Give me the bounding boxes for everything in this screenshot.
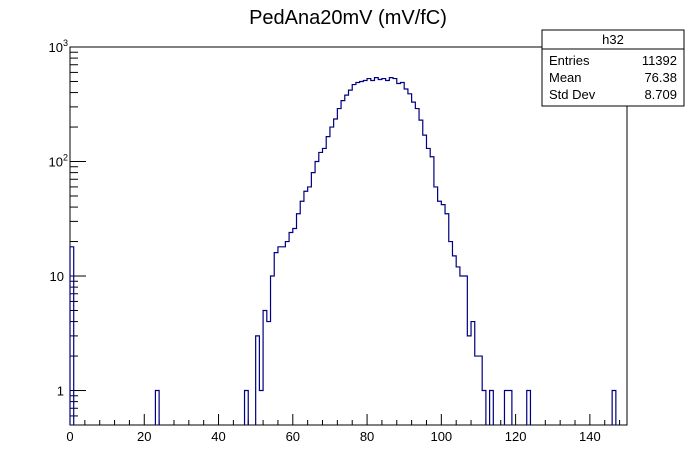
histogram-bin [445, 214, 449, 425]
histogram-bin [274, 253, 278, 425]
y-tick-label: 1 [57, 384, 64, 399]
histogram-bin [356, 82, 360, 425]
histogram-bin [363, 80, 367, 425]
stats-entries-label: Entries [549, 53, 590, 68]
stats-box: h32 Entries 11392 Mean 76.38 Std Dev 8.7… [541, 29, 685, 107]
x-tick-label: 0 [66, 429, 73, 444]
histogram-bin [300, 201, 304, 425]
y-tick-label: 102 [49, 153, 68, 170]
histogram-bin [412, 102, 416, 425]
histogram-bin [259, 391, 263, 425]
histogram-bin [397, 84, 401, 425]
histogram-bins [70, 78, 616, 425]
histogram-bin [319, 152, 323, 425]
histogram-bin [415, 109, 419, 425]
histogram-bin [389, 78, 393, 425]
histogram-bin [393, 79, 397, 425]
histogram-bin [449, 242, 453, 425]
x-axis: 0 20 40 60 80 100 120 140 [66, 414, 621, 444]
stats-entries-value: 11392 [642, 53, 677, 68]
x-tick-label: 100 [430, 429, 452, 444]
x-tick-label: 80 [360, 429, 374, 444]
histogram-bin [304, 191, 308, 425]
histogram-bin [460, 276, 464, 425]
histogram-bin [475, 356, 479, 425]
stats-stddev-label: Std Dev [549, 87, 596, 102]
stats-mean-label: Mean [549, 70, 582, 85]
histogram-bin [382, 79, 386, 425]
histogram-bin [308, 187, 312, 425]
plot-frame [69, 46, 628, 426]
histogram-bin [430, 157, 434, 425]
histogram-bin [386, 80, 390, 425]
chart-title: PedAna20mV (mV/fC) [249, 7, 447, 29]
histogram-bin [282, 247, 286, 425]
histogram-bin [334, 119, 338, 425]
histogram-bin [408, 94, 412, 425]
histogram-bin [456, 267, 460, 425]
histogram-bin [426, 148, 430, 425]
histogram-bin [378, 80, 382, 425]
histogram-bin [404, 89, 408, 425]
histogram-bin [400, 82, 404, 425]
histogram-outline [69, 77, 617, 425]
y-axis: 1 10 102 103 [49, 38, 86, 426]
y-tick-label: 10 [50, 269, 64, 284]
histogram-bin [285, 242, 289, 425]
stats-mean-value: 76.38 [644, 70, 677, 85]
x-tick-label: 60 [286, 429, 300, 444]
histogram-bin [341, 101, 345, 425]
histogram-bin [289, 232, 293, 425]
y-tick-label: 103 [49, 38, 68, 55]
histogram-bin [467, 336, 471, 425]
stats-box-frame [541, 29, 685, 107]
histogram-bin [438, 201, 442, 425]
histogram-bin [441, 205, 445, 425]
histogram-bin [423, 135, 427, 425]
x-tick-label: 40 [211, 429, 225, 444]
histogram-bin [337, 109, 341, 425]
histogram-bin [349, 90, 353, 425]
histogram-bin [278, 247, 282, 425]
x-tick-label: 120 [505, 429, 527, 444]
histogram-bin [311, 173, 315, 425]
histogram-bin [330, 127, 334, 425]
histogram-bin [371, 80, 375, 425]
histogram-bin [452, 256, 456, 425]
x-tick-label: 140 [579, 429, 601, 444]
stats-stddev-value: 8.709 [644, 87, 677, 102]
histogram-bin [345, 95, 349, 425]
histogram-bin [367, 79, 371, 425]
histogram-bin [297, 214, 301, 425]
histogram-bin [315, 162, 319, 425]
histogram-bin [326, 137, 330, 425]
histogram-bin [360, 81, 364, 425]
histogram-bin [434, 187, 438, 425]
histogram-bin [352, 85, 356, 425]
histogram-bin [374, 78, 378, 425]
histogram-bin [419, 120, 423, 425]
histogram-bin [293, 229, 297, 425]
histogram-bin [323, 148, 327, 425]
x-tick-label: 20 [137, 429, 151, 444]
histogram-bin [267, 322, 271, 425]
stats-name: h32 [602, 32, 624, 47]
